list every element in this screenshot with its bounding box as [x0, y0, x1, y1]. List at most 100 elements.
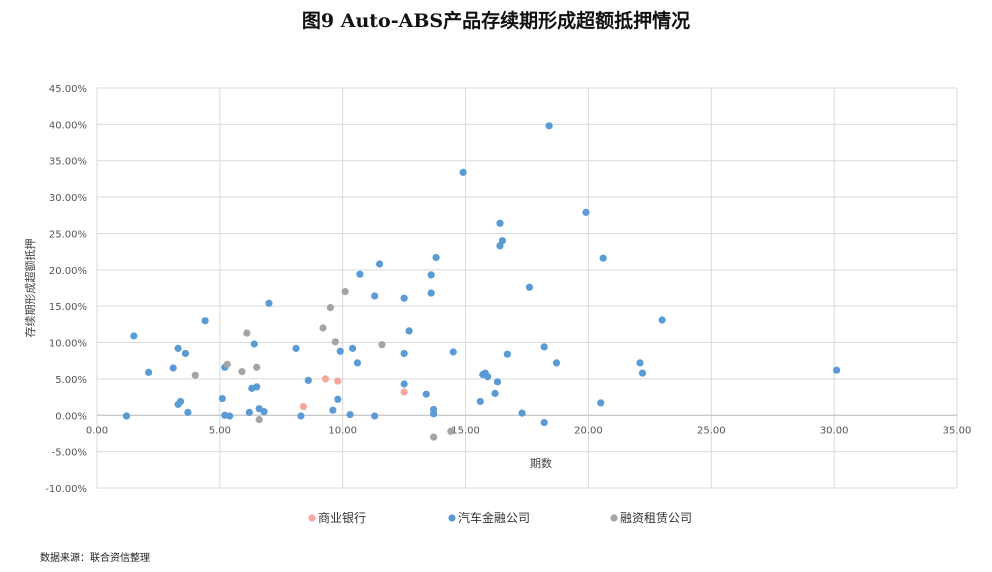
x-tick-label: 0.00 — [86, 425, 108, 436]
data-point — [597, 399, 605, 407]
data-point — [292, 344, 300, 352]
data-point — [346, 410, 354, 419]
data-point — [503, 350, 511, 358]
data-point — [326, 304, 335, 312]
data-point — [371, 292, 379, 300]
data-point — [599, 254, 607, 262]
y-tick-label: 35.00% — [49, 157, 87, 168]
data-point — [498, 237, 507, 245]
data-point — [518, 409, 526, 417]
y-tick-label: 30.00% — [49, 193, 87, 204]
data-point — [353, 359, 362, 367]
data-point — [400, 388, 408, 396]
data-point — [243, 329, 251, 337]
data-point — [400, 380, 408, 388]
data-point — [447, 427, 455, 435]
data-point — [145, 368, 153, 376]
data-point — [331, 338, 339, 346]
data-point — [378, 341, 386, 349]
data-point — [552, 359, 561, 367]
data-point — [525, 283, 534, 291]
data-point — [226, 412, 234, 420]
data-point — [253, 363, 261, 371]
x-axis-label: 期数 — [530, 457, 552, 470]
y-tick-label: 0.00% — [55, 411, 87, 422]
data-point — [371, 412, 379, 420]
data-point — [484, 373, 492, 381]
data-point — [582, 208, 590, 216]
data-point — [299, 402, 307, 411]
data-point — [356, 270, 364, 278]
chart-title: 图9 Auto-ABS产品存续期形成超额抵押情况 — [301, 10, 691, 32]
x-tick-label: 30.00 — [820, 425, 849, 436]
data-point — [297, 412, 305, 420]
data-point — [636, 359, 644, 367]
source-note: 数据来源：联合资信整理 — [40, 553, 150, 564]
data-point — [422, 390, 430, 398]
data-point — [336, 347, 344, 355]
y-tick-labels: -10.00% -5.00% 0.00% 5.00% 10.00% 15.00% 20.00… — [45, 84, 87, 495]
data-point — [250, 340, 258, 348]
x-tick-labels: 0.00 5.00 10.00 15.00 20.00 25.00 30.00 35.00 — [86, 425, 971, 436]
data-point — [191, 371, 199, 379]
data-point — [496, 219, 504, 227]
legend-label: 商业银行 — [318, 510, 366, 525]
data-point — [122, 412, 131, 420]
x-tick-label: 35.00 — [943, 425, 972, 436]
legend-marker — [610, 514, 618, 522]
data-point — [493, 378, 502, 386]
data-point — [181, 349, 190, 358]
x-tick-label: 5.00 — [209, 425, 231, 436]
data-point — [400, 294, 408, 302]
data-point — [540, 418, 548, 427]
data-point — [245, 408, 253, 416]
data-point — [329, 406, 337, 414]
data-point — [833, 366, 841, 374]
x-tick-label: 15.00 — [451, 425, 480, 436]
data-point — [238, 368, 246, 376]
data-point — [130, 332, 138, 340]
legend-marker — [448, 514, 456, 522]
y-tick-label: 45.00% — [49, 84, 87, 95]
data-point — [432, 253, 440, 262]
data-point — [375, 260, 384, 268]
data-point — [430, 410, 438, 418]
data-point — [260, 408, 268, 416]
data-point — [430, 433, 438, 441]
y-tick-label: 20.00% — [49, 266, 87, 277]
data-point — [348, 344, 357, 352]
y-tick-label: 15.00% — [49, 302, 87, 313]
data-point — [491, 389, 499, 398]
data-point — [400, 349, 408, 358]
x-tick-label: 20.00 — [574, 425, 603, 436]
data-point — [545, 122, 553, 130]
legend-label: 融资租赁公司 — [620, 511, 692, 525]
data-point — [321, 375, 330, 383]
data-point — [476, 397, 484, 406]
y-axis-label: 存续期形成超额抵押 — [23, 239, 37, 338]
y-tick-label: 25.00% — [49, 229, 87, 240]
data-point — [265, 299, 273, 307]
x-tick-label: 25.00 — [697, 425, 726, 436]
data-point — [540, 343, 548, 351]
y-tick-label: -10.00% — [45, 484, 87, 495]
legend-marker — [308, 514, 316, 522]
legend: 商业银行 汽车金融公司 融资租赁公司 — [308, 510, 692, 525]
data-point — [427, 289, 435, 297]
data-points — [122, 122, 841, 441]
data-point — [253, 383, 261, 391]
data-point — [255, 416, 263, 424]
data-point — [334, 377, 342, 385]
data-point — [201, 317, 209, 325]
data-point — [658, 316, 666, 324]
legend-label: 汽车金融公司 — [458, 510, 530, 525]
y-tick-label: 40.00% — [49, 120, 87, 131]
data-point — [304, 376, 312, 384]
data-point — [184, 408, 192, 416]
data-point — [176, 397, 185, 406]
grid-lines — [96, 87, 958, 489]
data-point — [169, 364, 177, 372]
data-point — [174, 344, 182, 352]
data-point — [405, 327, 413, 335]
data-point — [341, 288, 349, 296]
